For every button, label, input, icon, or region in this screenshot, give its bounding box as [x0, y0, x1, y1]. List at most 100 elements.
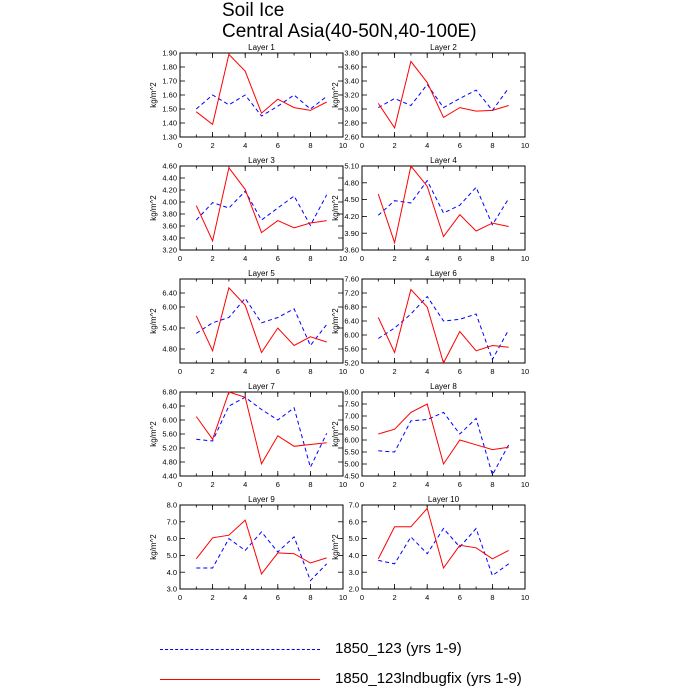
y-tick-label: 7.00	[344, 412, 359, 421]
panel-title: Layer 4	[430, 156, 457, 165]
x-tick-label: 4	[425, 254, 429, 263]
y-tick-label: 4.60	[162, 162, 177, 171]
y-axis-label: kg/m^2	[331, 308, 340, 334]
y-tick-label: 3.80	[162, 210, 177, 219]
series-line-bugfix	[195, 286, 327, 354]
x-tick-label: 4	[243, 367, 247, 376]
y-axis-label: kg/m^2	[149, 308, 158, 334]
x-tick-label: 0	[178, 480, 182, 489]
x-tick-label: 8	[308, 367, 312, 376]
y-tick-label: 7.0	[167, 517, 177, 526]
x-tick-label: 4	[243, 480, 247, 489]
legend: 1850_123 (yrs 1-9) 1850_123lndbugfix (yr…	[160, 630, 680, 700]
panel-title: Layer 3	[248, 156, 275, 165]
y-tick-label: 1.90	[162, 49, 177, 58]
y-tick-label: 3.90	[344, 229, 359, 238]
plot-frame	[179, 52, 344, 138]
x-tick-label: 8	[490, 141, 494, 150]
panel-layer-3: Layer 3 0 2 4 6 8 10 3.20 3.40 3.60 3.80 4.00 4.20 4.…	[149, 156, 347, 263]
x-tick-label: 2	[393, 480, 397, 489]
x-tick-label: 6	[276, 141, 280, 150]
series-line-baseline	[195, 94, 328, 117]
y-tick-label: 7.50	[344, 400, 359, 409]
x-tick-label: 8	[308, 254, 312, 263]
x-tick-label: 4	[425, 593, 429, 602]
x-tick-label: 10	[339, 480, 347, 489]
y-tick-label: 1.60	[162, 91, 177, 100]
y-tick-label: 4.0	[167, 568, 177, 577]
x-tick-label: 4	[425, 367, 429, 376]
y-tick-label: 4.40	[162, 174, 177, 183]
y-tick-label: 4.80	[162, 458, 177, 467]
y-tick-label: 2.80	[344, 119, 359, 128]
x-tick-label: 10	[521, 367, 529, 376]
y-axis-label: kg/m^2	[331, 421, 340, 447]
x-tick-label: 2	[393, 593, 397, 602]
series-line-bugfix	[377, 164, 509, 245]
series-line-baseline	[378, 411, 510, 477]
panel-title: Layer 1	[248, 43, 275, 52]
y-tick-label: 1.50	[162, 105, 177, 114]
plot-frame	[361, 504, 526, 590]
x-tick-label: 0	[360, 480, 364, 489]
panel-layer-8: Layer 80 2 4 6 8 104.505.005.506.006.507.007.…	[331, 382, 529, 489]
series-line-bugfix	[195, 53, 327, 126]
x-tick-label: 8	[308, 593, 312, 602]
y-tick-label: 3.40	[344, 77, 359, 86]
legend-entry-bugfix: 1850_123lndbugfix (yrs 1-9)	[160, 668, 680, 692]
y-tick-label: 1.30	[162, 133, 177, 142]
y-tick-label: 7.20	[344, 289, 359, 298]
plot-frame	[179, 165, 344, 251]
y-tick-label: 6.00	[344, 436, 359, 445]
y-tick-label: 7.60	[344, 275, 359, 284]
y-tick-label: 5.20	[344, 359, 359, 368]
y-axis-label: kg/m^2	[149, 421, 158, 447]
plot-frame	[179, 278, 344, 364]
x-tick-label: 2	[393, 141, 397, 150]
series-line-baseline	[196, 396, 328, 469]
y-tick-label: 6.50	[344, 424, 359, 433]
x-tick-label: 10	[521, 480, 529, 489]
series-line-baseline	[378, 527, 509, 577]
y-tick-label: 5.10	[344, 162, 359, 171]
panel-title: Layer 6	[430, 269, 457, 278]
y-tick-label: 3.60	[162, 222, 177, 231]
x-tick-label: 10	[339, 593, 347, 602]
y-tick-label: 4.50	[344, 195, 359, 204]
y-tick-label: 6.80	[344, 303, 359, 312]
y-tick-label: 5.00	[344, 460, 359, 469]
series-line-bugfix	[378, 403, 509, 466]
x-tick-label: 8	[308, 141, 312, 150]
panel-layer-10: Layer 100 2 4 6 8 102.03.04.05.06.07.0kg/m^2	[331, 495, 529, 602]
y-tick-label: 5.50	[344, 448, 359, 457]
y-tick-label: 3.80	[344, 49, 359, 58]
y-tick-label: 3.60	[344, 246, 359, 255]
y-tick-label: 4.40	[162, 472, 177, 481]
x-tick-label: 6	[276, 367, 280, 376]
panel-layer-7: Layer 7 0 2 4 6 8 10 4.40 4.80 5.20 5.60 6.00 6.40 6.…	[149, 382, 347, 489]
y-tick-label: 3.00	[344, 105, 359, 114]
x-tick-label: 10	[339, 141, 347, 150]
legend-entry-baseline: 1850_123 (yrs 1-9)	[160, 638, 680, 662]
panel-layer-1: Layer 1 0 2 4 6 8 10 1.30 1.40 1.50 1.60 1.70 1.80 1.…	[149, 43, 347, 150]
panel-title: Layer 7	[248, 382, 275, 391]
y-axis-label: kg/m^2	[331, 82, 340, 108]
plot-frame	[361, 52, 526, 138]
x-tick-label: 0	[360, 367, 364, 376]
x-tick-label: 6	[276, 593, 280, 602]
series-line-baseline	[377, 179, 510, 226]
panel-title: Layer 8	[430, 382, 457, 391]
x-tick-label: 6	[458, 254, 462, 263]
x-tick-label: 4	[243, 593, 247, 602]
y-axis-label: kg/m^2	[149, 82, 158, 108]
panel-layer-2: Layer 20 2 4 6 8 102.602.803.003.203.403.603.…	[331, 43, 529, 150]
x-tick-label: 2	[211, 367, 215, 376]
y-tick-label: 6.00	[162, 303, 177, 312]
x-tick-label: 4	[425, 480, 429, 489]
series-line-baseline	[196, 297, 328, 347]
panel-title: Layer 2	[430, 43, 457, 52]
y-tick-label: 4.20	[162, 186, 177, 195]
y-tick-label: 5.20	[162, 444, 177, 453]
x-tick-label: 2	[211, 141, 215, 150]
x-tick-label: 2	[211, 480, 215, 489]
